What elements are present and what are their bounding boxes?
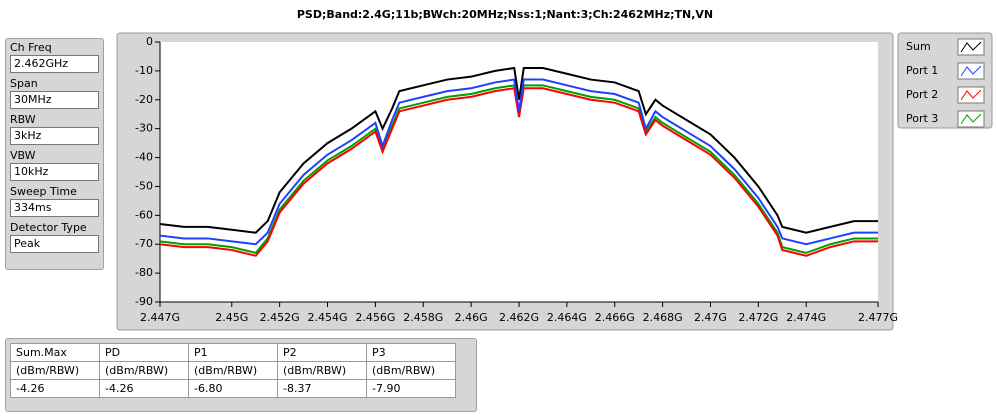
table-header: P2 bbox=[277, 343, 367, 362]
setting-label: Ch Freq bbox=[10, 41, 52, 54]
table-row: Sum.Max PD P1 P2 P3 bbox=[10, 343, 456, 362]
x-tick-label: 2.472G bbox=[738, 311, 778, 324]
legend-icon bbox=[960, 41, 982, 53]
table-header: P3 bbox=[366, 343, 456, 362]
table-cell: -6.80 bbox=[188, 379, 278, 398]
table-row: -4.26 -4.26 -6.80 -8.37 -7.90 bbox=[10, 379, 456, 398]
series-line bbox=[159, 87, 878, 257]
x-tick-label: 2.447G bbox=[140, 311, 180, 324]
table-cell: -4.26 bbox=[99, 379, 189, 398]
x-tick-label: 2.464G bbox=[547, 311, 587, 324]
series-line bbox=[159, 66, 878, 234]
y-tick-label: -60 bbox=[135, 208, 153, 221]
x-tick-label: 2.468G bbox=[643, 311, 683, 324]
results-panel: Sum.Max PD P1 P2 P3 (dBm/RBW) (dBm/RBW) (dBm/RB… bbox=[5, 338, 477, 412]
plot-area bbox=[160, 42, 878, 302]
table-cell: (dBm/RBW) bbox=[188, 361, 278, 380]
y-tick-label: -20 bbox=[135, 93, 153, 106]
table-cell: (dBm/RBW) bbox=[277, 361, 367, 380]
table-cell: (dBm/RBW) bbox=[99, 361, 189, 380]
x-tick-label: 2.474G bbox=[786, 311, 826, 324]
x-tick-label: 2.45G bbox=[215, 311, 248, 324]
chart: PSD;Band:2.4G;11b;BWch:20MHz;Nss:1;Nant:… bbox=[116, 8, 993, 331]
results-table: Sum.Max PD P1 P2 P3 (dBm/RBW) (dBm/RBW) (dBm/RB… bbox=[10, 343, 456, 398]
settings-panel: Ch Freq 2.462GHz Span 30MHz RBW 3kHz VBW 10kHz S… bbox=[5, 38, 104, 270]
setting-label: Detector Type bbox=[10, 221, 87, 234]
setting-value: 334ms bbox=[10, 199, 99, 217]
x-tick-label: 2.456G bbox=[355, 311, 395, 324]
x-tick-label: 2.477G bbox=[858, 311, 898, 324]
table-row: (dBm/RBW) (dBm/RBW) (dBm/RBW) (dBm/RBW) (dBm… bbox=[10, 361, 456, 380]
table-cell: -7.90 bbox=[366, 379, 456, 398]
setting-value: 10kHz bbox=[10, 163, 99, 181]
x-tick-label: 2.452G bbox=[260, 311, 300, 324]
setting-value: Peak bbox=[10, 235, 99, 253]
x-tick-label: 2.462G bbox=[499, 311, 539, 324]
table-header: P1 bbox=[188, 343, 278, 362]
setting-value: 3kHz bbox=[10, 127, 99, 145]
y-tick-label: -70 bbox=[135, 237, 153, 250]
table-cell: (dBm/RBW) bbox=[10, 361, 100, 380]
setting-label: Span bbox=[10, 77, 38, 90]
y-tick-label: -30 bbox=[135, 122, 153, 135]
setting-value: 30MHz bbox=[10, 91, 99, 109]
legend-label: Port 2 bbox=[906, 88, 938, 101]
series-line bbox=[159, 78, 878, 246]
legend-label: Port 3 bbox=[906, 112, 938, 125]
table-cell: -8.37 bbox=[277, 379, 367, 398]
x-tick-label: 2.46G bbox=[455, 311, 488, 324]
setting-label: RBW bbox=[10, 113, 36, 126]
table-cell: -4.26 bbox=[10, 379, 100, 398]
y-tick-label: -80 bbox=[135, 266, 153, 279]
setting-value: 2.462GHz bbox=[10, 55, 99, 73]
legend-label: Sum bbox=[906, 40, 931, 53]
y-tick-label: -40 bbox=[135, 151, 153, 164]
legend-icon bbox=[960, 65, 982, 77]
setting-label: Sweep Time bbox=[10, 185, 77, 198]
x-tick-label: 2.458G bbox=[403, 311, 443, 324]
y-tick-label: -10 bbox=[135, 64, 153, 77]
x-tick-label: 2.47G bbox=[694, 311, 727, 324]
y-tick-label: -90 bbox=[135, 295, 153, 308]
legend bbox=[897, 32, 993, 129]
table-header: PD bbox=[99, 343, 189, 362]
x-tick-label: 2.454G bbox=[308, 311, 348, 324]
chart-title: PSD;Band:2.4G;11b;BWch:20MHz;Nss:1;Nant:… bbox=[297, 8, 713, 21]
y-tick-label: -50 bbox=[135, 179, 153, 192]
table-cell: (dBm/RBW) bbox=[366, 361, 456, 380]
legend-icon bbox=[960, 113, 982, 125]
x-tick-label: 2.466G bbox=[595, 311, 635, 324]
setting-label: VBW bbox=[10, 149, 36, 162]
legend-label: Port 1 bbox=[906, 64, 938, 77]
y-tick-label: 0 bbox=[146, 35, 153, 48]
table-header: Sum.Max bbox=[10, 343, 100, 362]
legend-icon bbox=[960, 89, 982, 101]
